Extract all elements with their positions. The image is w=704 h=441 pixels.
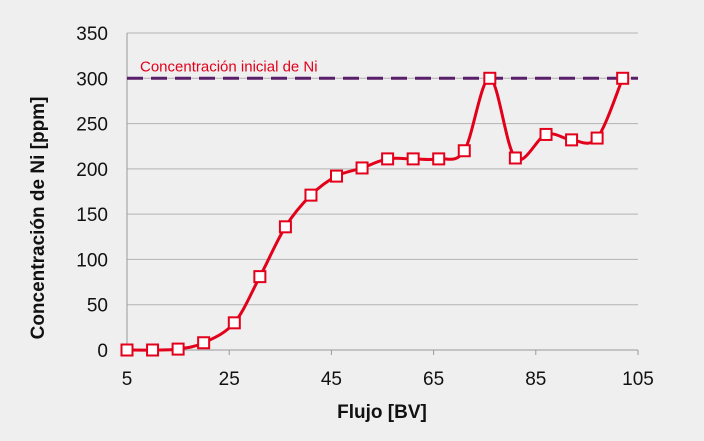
x-tick-label-65: 65 [423,369,444,390]
data-point-10 [146,343,160,357]
y-tick-label-250: 250 [76,115,108,136]
y-axis-title: Concentración de Ni [ppm] [28,97,49,340]
data-point-71 [457,144,471,158]
data-point-31 [253,270,267,284]
y-tick-label-50: 50 [87,296,108,317]
data-point-66 [432,152,446,166]
data-point-56 [381,152,395,166]
series-group [120,71,630,357]
y-tick-labels: 0 50 100 150 200 250 300 350 [76,24,108,362]
data-point-61 [406,152,420,166]
data-point-92 [565,133,579,147]
data-point-97 [590,131,604,145]
y-tick-label-0: 0 [97,341,108,362]
x-tick-label-25: 25 [219,369,240,390]
data-point-41 [304,188,318,202]
x-tick-label-105: 105 [622,369,654,390]
x-tick-label-85: 85 [525,369,546,390]
data-point-87 [539,127,553,141]
data-point-76 [483,71,497,85]
reference-line-label: Concentración inicial de Ni [140,58,318,75]
data-point-15 [171,342,185,356]
plot-area [127,33,638,350]
data-point-5 [120,343,134,357]
data-point-46 [330,169,344,183]
y-tick-label-100: 100 [76,250,108,271]
data-point-102 [616,71,630,85]
data-point-51 [355,161,369,175]
reference-line-group: Concentración inicial de Ni [127,58,638,80]
x-tick-label-5: 5 [122,369,133,390]
data-point-81 [508,151,522,165]
y-tick-label-200: 200 [76,160,108,181]
y-tick-label-150: 150 [76,205,108,226]
data-point-20 [197,336,211,350]
y-tick-label-300: 300 [76,69,108,90]
data-point-36 [278,220,292,234]
x-axis-title: Flujo [BV] [337,402,427,423]
x-tick-label-45: 45 [321,369,342,390]
data-point-26 [227,316,241,330]
x-tick-labels: 5 25 45 65 85 105 [122,350,654,390]
y-tick-label-350: 350 [76,24,108,45]
